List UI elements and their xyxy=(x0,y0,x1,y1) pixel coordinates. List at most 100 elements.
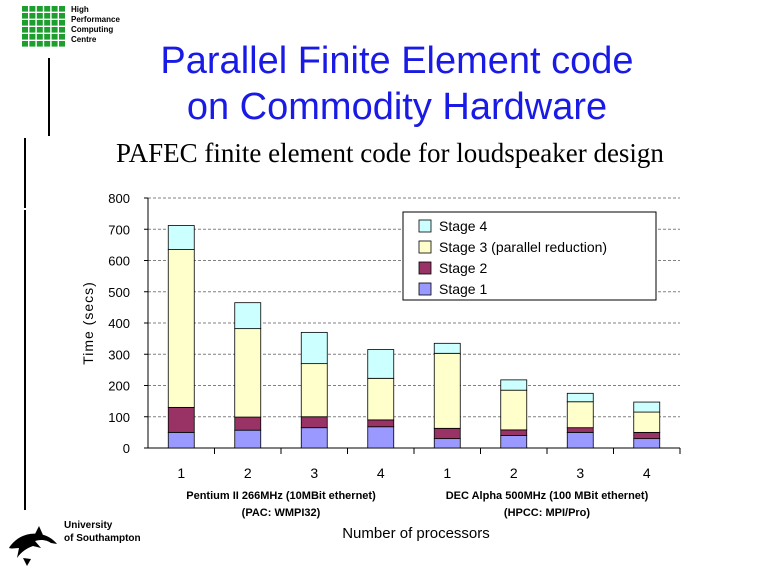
bar-segment xyxy=(633,401,661,413)
logo-grid-cell xyxy=(36,13,43,19)
x-tick-label: 4 xyxy=(377,465,385,481)
logo-line: Computing xyxy=(71,25,114,34)
university-logo-text: University of Southampton xyxy=(64,519,141,545)
y-tick-label: 600 xyxy=(108,254,130,269)
bar-segment xyxy=(300,416,328,429)
logo-grid-cell xyxy=(44,27,51,33)
x-tick-label: 2 xyxy=(244,465,252,481)
bar-segment xyxy=(367,377,395,421)
decorative-rule xyxy=(48,58,50,136)
bar-segment xyxy=(633,431,661,440)
bar-segment xyxy=(500,429,528,436)
y-axis-label: Time (secs) xyxy=(80,281,96,365)
x-tick-label: 1 xyxy=(177,465,185,481)
bar-segment xyxy=(300,331,328,365)
logo-grid-cell xyxy=(36,6,43,12)
logo-grid-cell xyxy=(59,34,65,40)
logo-line: Centre xyxy=(71,35,97,44)
group-label: DEC Alpha 500MHz (100 MBit ethernet) xyxy=(446,490,649,502)
logo-grid-cell xyxy=(29,27,36,33)
legend-box xyxy=(402,211,657,301)
x-tick-label: 2 xyxy=(510,465,518,481)
bar-segment xyxy=(433,438,461,449)
bar-segment xyxy=(167,225,195,250)
bar-segment xyxy=(566,427,594,433)
x-tick-label: 1 xyxy=(443,465,451,481)
logo-grid-cell xyxy=(22,20,28,26)
logo-grid-cell xyxy=(51,13,58,19)
bar-segment xyxy=(566,401,594,429)
logo-grid-cell xyxy=(44,41,51,47)
y-tick-label: 100 xyxy=(108,410,130,425)
slide-subtitle: PAFEC finite element code for loudspeake… xyxy=(116,138,664,168)
logo-grid-cell xyxy=(59,41,65,47)
logo-line: High xyxy=(71,5,89,14)
y-tick-label: 500 xyxy=(108,285,130,300)
y-tick-label: 300 xyxy=(108,347,130,362)
logo-grid-cell xyxy=(22,41,28,47)
bar-segment xyxy=(167,406,195,433)
x-tick-label: 4 xyxy=(643,465,651,481)
logo-grid-cell xyxy=(51,20,58,26)
slide-title: Parallel Finite Element code on Commodit… xyxy=(0,38,768,130)
title-line: on Commodity Hardware xyxy=(186,86,608,128)
decorative-rule xyxy=(24,210,26,510)
bar-segment xyxy=(433,352,461,429)
group-label: (HPCC: MPI/Pro) xyxy=(504,507,591,519)
bar-segment xyxy=(234,429,262,449)
bar-segment xyxy=(167,249,195,408)
bar-segment xyxy=(500,389,528,431)
logo-grid-cell xyxy=(29,13,36,19)
logo-grid-cell xyxy=(22,27,28,33)
decorative-rule xyxy=(24,138,26,208)
title-line: Parallel Finite Element code xyxy=(160,40,634,82)
logo-grid-cell xyxy=(22,34,28,40)
hpcc-logo-text: High Performance Computing Centre xyxy=(71,5,120,45)
bar-segment xyxy=(500,435,528,449)
legend-swatch xyxy=(418,261,432,275)
group-label: Pentium II 266MHz (10MBit ethernet) xyxy=(186,490,376,502)
legend-label: Stage 1 xyxy=(439,281,487,297)
logo-grid-cell xyxy=(44,6,51,12)
logo-grid-cell xyxy=(36,34,43,40)
bar-segment xyxy=(566,431,594,449)
bar-segment xyxy=(300,427,328,449)
logo-grid-cell xyxy=(44,20,51,26)
x-axis-label: Number of processors xyxy=(342,525,490,542)
logo-grid-cell xyxy=(51,34,58,40)
bar-segment xyxy=(500,379,528,391)
logo-grid-cell xyxy=(59,27,65,33)
logo-grid-cell xyxy=(59,20,65,26)
logo-grid-cell xyxy=(29,34,36,40)
bar-segment xyxy=(566,392,594,403)
bar-segment xyxy=(367,419,395,428)
bar-segment xyxy=(633,411,661,433)
logo-grid-cell xyxy=(36,41,43,47)
bar-segment xyxy=(367,426,395,449)
legend-label: Stage 3 (parallel reduction) xyxy=(439,239,607,255)
y-tick-label: 0 xyxy=(123,441,130,456)
legend-swatch xyxy=(418,240,432,254)
logo-grid-cell xyxy=(51,27,58,33)
bar-segment xyxy=(633,438,661,449)
bar-segment xyxy=(433,427,461,440)
legend-label: Stage 2 xyxy=(439,260,487,276)
logo-line: Performance xyxy=(71,15,120,24)
legend-label: Stage 4 xyxy=(439,218,487,234)
logo-grid-cell xyxy=(44,13,51,19)
y-tick-label: 700 xyxy=(108,222,130,237)
logo-grid-cell xyxy=(51,41,58,47)
bar-segment xyxy=(234,328,262,418)
logo-grid-cell xyxy=(36,27,43,33)
bar-segment xyxy=(234,416,262,431)
x-tick-label: 3 xyxy=(310,465,318,481)
bar-segment xyxy=(300,363,328,418)
bar-segment xyxy=(234,302,262,330)
logo-grid-cell xyxy=(51,6,58,12)
university-line: of Southampton xyxy=(64,533,141,544)
legend-swatch xyxy=(418,282,432,296)
logo-grid-cell xyxy=(22,13,28,19)
legend-swatch xyxy=(418,219,432,233)
logo-grid-cell xyxy=(29,20,36,26)
